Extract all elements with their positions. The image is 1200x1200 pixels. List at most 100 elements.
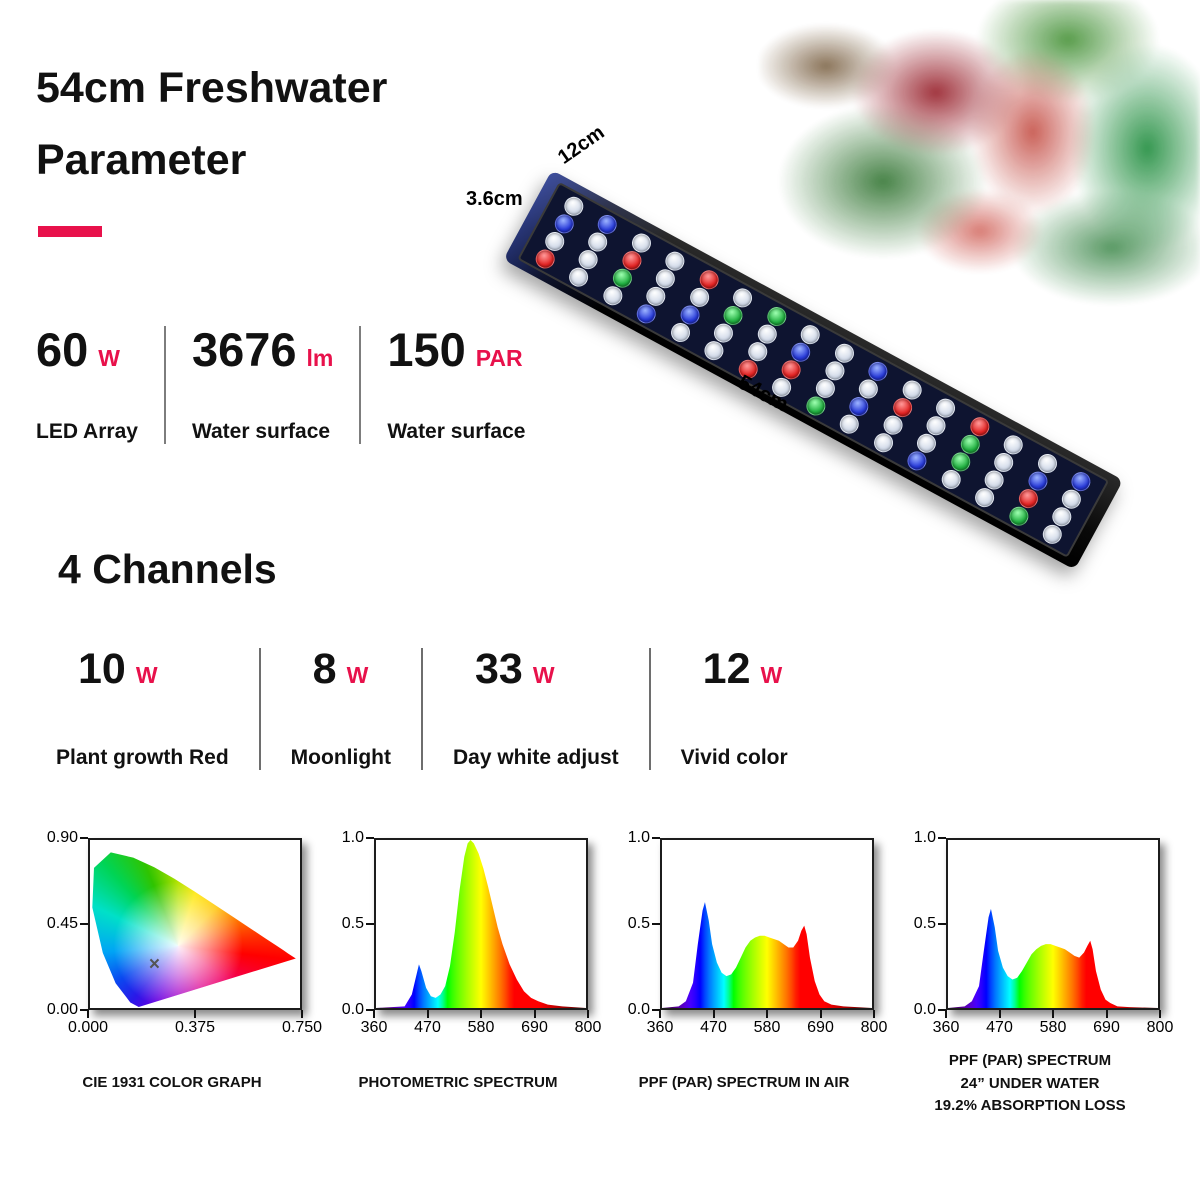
stat-unit: W: [346, 662, 369, 688]
photometric-spectrum-curve: [376, 840, 586, 1008]
x-tick-label: 580: [467, 1019, 495, 1036]
x-tick-mark: [1159, 1010, 1161, 1018]
y-tick-label: 0.5: [627, 915, 650, 932]
spectrum-y-axis: 1.0 0.5 0.0: [900, 829, 946, 1018]
y-tick-mark: [938, 1009, 946, 1011]
spectrum-plot: [374, 838, 588, 1010]
stat-value: 12: [702, 645, 751, 693]
x-tick-mark: [301, 1010, 303, 1018]
y-tick-mark: [366, 837, 374, 839]
y-tick-mark: [80, 1009, 88, 1011]
x-tick-mark: [533, 1010, 536, 1018]
channel-day-white: 33 W Day white adjust: [453, 648, 619, 770]
spectrum-plot: [946, 838, 1160, 1010]
stat-label: LED Array: [36, 420, 138, 443]
stat-led-array: 60 W LED Array: [36, 326, 138, 444]
channels-heading: 4 Channels: [58, 546, 277, 592]
cie-y-axis: 0.90 0.45 0.00: [42, 829, 88, 1018]
stat-label: Water surface: [191, 420, 331, 443]
stat-label: Moonlight: [290, 746, 391, 769]
divider: [359, 326, 362, 444]
y-tick-label: 0.45: [46, 915, 78, 932]
x-tick-label: 800: [574, 1019, 602, 1036]
x-tick-mark: [1052, 1010, 1054, 1018]
y-tick-label: 1.0: [627, 829, 650, 846]
x-tick-label: 0.000: [67, 1019, 109, 1036]
cie-plot: ×: [88, 838, 302, 1010]
stat-value: 3676: [191, 323, 297, 376]
spectrum-plot: [660, 838, 874, 1010]
spectrum-y-axis: 1.0 0.5 0.0: [328, 829, 374, 1018]
x-tick-label: 0.750: [281, 1019, 323, 1036]
page-title: 54cm Freshwater Parameter: [36, 52, 387, 196]
stat-value: 10: [78, 645, 126, 693]
spectrum-x-axis: 360 470 580 690 800: [361, 1010, 601, 1040]
x-tick-mark: [873, 1010, 875, 1018]
divider: [163, 326, 166, 444]
x-tick-label: 580: [753, 1019, 781, 1036]
y-tick-mark: [80, 837, 88, 839]
spectrum-y-axis: 1.0 0.5 0.0: [614, 829, 660, 1018]
y-tick-mark: [938, 837, 946, 839]
aquarium-plants-photo: [760, 0, 1200, 330]
cie-color-gamut: [92, 852, 296, 1007]
x-tick-label: 0.375: [174, 1019, 216, 1036]
stat-unit: W: [532, 662, 555, 688]
page-title-line1: 54cm Freshwater: [36, 64, 388, 112]
y-tick-mark: [938, 923, 946, 925]
chart-cie-1931: 0.90 0.45 0.00 × 0.000 0.375 0.750 CIE 1931 …: [42, 829, 322, 1118]
x-tick-mark: [998, 1010, 1001, 1018]
x-tick-label: 360: [932, 1019, 960, 1036]
chart-caption: PPF (PAR) SPECTRUM 24” UNDER WATER 19.2%…: [934, 1052, 1126, 1114]
y-tick-mark: [366, 1009, 374, 1011]
y-tick-mark: [80, 923, 88, 925]
x-tick-label: 690: [807, 1019, 834, 1036]
x-tick-mark: [194, 1010, 196, 1018]
dimension-label-height: 3.6cm: [466, 188, 523, 210]
stat-value-row: 33 W: [475, 648, 619, 691]
x-tick-mark: [712, 1010, 715, 1018]
channel-plant-growth-red: 10 W Plant growth Red: [56, 648, 229, 770]
divider: [420, 648, 423, 770]
stat-value: 33: [474, 645, 523, 693]
spectrum-x-axis: 360 470 580 690 800: [647, 1010, 887, 1040]
x-tick-mark: [945, 1010, 947, 1018]
x-tick-label: 690: [1093, 1019, 1120, 1036]
x-tick-mark: [1105, 1010, 1108, 1018]
y-tick-mark: [652, 837, 660, 839]
stat-label: Day white adjust: [452, 746, 619, 769]
stat-unit: lm: [306, 345, 334, 371]
stat-lumen: 3676 lm Water surface: [192, 326, 333, 444]
stat-value-row: 10 W: [78, 648, 229, 691]
stat-par: 150 PAR Water surface: [387, 326, 525, 444]
title-accent-bar: [38, 226, 102, 237]
y-tick-mark: [366, 923, 374, 925]
ppf-spectrum-underwater-curve: [948, 908, 1158, 1008]
x-tick-mark: [87, 1010, 89, 1018]
y-tick-label: 1.0: [341, 829, 364, 846]
stat-label: Vivid color: [680, 746, 788, 769]
y-tick-mark: [652, 1009, 660, 1011]
x-tick-mark: [373, 1010, 375, 1018]
chart-caption: PHOTOMETRIC SPECTRUM: [358, 1074, 558, 1091]
top-stats-row: 60 W LED Array 3676 lm Water surface 150…: [36, 326, 525, 444]
stat-value: 150: [387, 323, 466, 376]
channel-moonlight: 8 W Moonlight: [291, 648, 391, 770]
y-tick-label: 0.5: [341, 915, 364, 932]
x-tick-label: 470: [700, 1019, 727, 1036]
stat-value-row: 60 W: [36, 326, 138, 373]
stat-value-row: 12 W: [703, 648, 788, 691]
y-tick-label: 0.0: [913, 1001, 936, 1018]
stat-label: Water surface: [387, 420, 526, 443]
channel-vivid-color: 12 W Vivid color: [681, 648, 788, 770]
x-tick-mark: [659, 1010, 661, 1018]
stat-value-row: 3676 lm: [192, 326, 333, 373]
chart-ppf-spectrum-air: 1.0 0.5 0.0 360 470 580 690 800 PPF (PAR) SPEC…: [614, 829, 888, 1118]
y-tick-label: 0.00: [46, 1001, 78, 1018]
x-tick-mark: [480, 1010, 482, 1018]
dimension-label-width: 12cm: [554, 121, 609, 169]
stat-value-row: 150 PAR: [387, 326, 525, 373]
x-tick-label: 360: [646, 1019, 674, 1036]
stat-unit: W: [135, 662, 158, 688]
